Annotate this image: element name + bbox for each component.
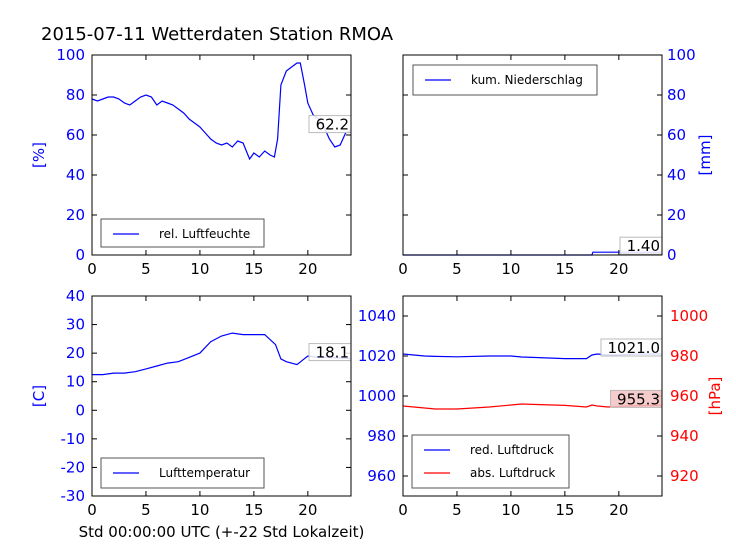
y-tick-label: 20 [66, 206, 85, 224]
x-tick-label: 10 [501, 501, 520, 519]
y-tick-label: 0 [75, 246, 85, 264]
x-tick-label: 5 [141, 501, 151, 519]
legend-box [411, 434, 570, 489]
value-annotation: 955.3 [617, 390, 660, 408]
y-right-tick-label: 920 [670, 467, 699, 485]
x-tick-label: 20 [609, 260, 628, 278]
x-tick-label: 20 [298, 260, 317, 278]
x-tick-label: 20 [609, 501, 628, 519]
x-axis-label: Std 00:00:00 UTC (+-22 Std Lokalzeit) [79, 523, 365, 541]
y-tick-label: 0 [75, 401, 85, 419]
y-tick-label: 40 [66, 166, 85, 184]
x-tick-label: 10 [190, 260, 209, 278]
y-tick-label: -30 [61, 487, 86, 505]
x-tick-label: 20 [298, 501, 317, 519]
x-tick-label: 15 [555, 501, 574, 519]
x-tick-label: 5 [452, 501, 462, 519]
legend-label: kum. Niederschlag [471, 73, 583, 87]
subplot-4: 0 5 10 15 20 960 980 1000 1020 1040 920 940 960 980 10… [358, 295, 724, 519]
y-right-tick-label: 960 [670, 387, 699, 405]
x-tick-label: 15 [244, 501, 263, 519]
y-tick-label: 20 [667, 206, 686, 224]
y-tick-label: 0 [667, 246, 677, 264]
x-tick-label: 10 [190, 501, 209, 519]
legend-label: red. Luftdruck [470, 443, 554, 457]
legend-label: Lufttemperatur [159, 466, 250, 480]
y-tick-label: 1040 [358, 307, 396, 325]
y-tick-label: 80 [667, 86, 686, 104]
value-annotation: 1.40 [627, 237, 660, 255]
axes-frame [91, 54, 352, 256]
x-tick-label: 0 [398, 260, 408, 278]
y-tick-label: 40 [667, 166, 686, 184]
x-tick-label: 0 [87, 501, 97, 519]
y-tick-label: 30 [66, 316, 85, 334]
x-tick-label: 0 [398, 501, 408, 519]
legend-label: rel. Luftfeuchte [159, 227, 250, 241]
x-tick-label: 5 [452, 260, 462, 278]
legend-box [100, 218, 265, 248]
axes-frame [91, 295, 352, 497]
x-tick-label: 5 [141, 260, 151, 278]
y-tick-label: -20 [61, 458, 86, 476]
series-line-lufttemperatur [92, 332, 352, 376]
value-annotation: 1021.0 [608, 339, 661, 357]
y-right-tick-label: 940 [670, 427, 699, 445]
y-tick-label: 80 [66, 86, 85, 104]
x-tick-label: 15 [244, 260, 263, 278]
y-tick-label: 60 [66, 126, 85, 144]
legend-label: abs. Luftdruck [470, 466, 555, 480]
y-tick-label: 60 [667, 126, 686, 144]
y-tick-label: 1000 [358, 387, 396, 405]
axes-frame [402, 54, 663, 256]
y-axis-label: [C] [30, 385, 48, 407]
y-tick-label: 40 [66, 287, 85, 305]
x-tick-label: 10 [501, 260, 520, 278]
y-tick-label: 1020 [358, 347, 396, 365]
y-right-tick-label: 1000 [670, 307, 708, 325]
y-tick-label: 100 [56, 46, 85, 64]
y-tick-label: 980 [367, 427, 396, 445]
y-tick-label: -10 [61, 430, 86, 448]
x-tick-label: 15 [555, 260, 574, 278]
subplot-3: 0 5 10 15 20 -30 -20 -10 0 10 20 30 40 18.1 Lufttemper… [30, 287, 364, 541]
value-annotation: 62.2 [316, 116, 349, 134]
y-tick-label: 100 [667, 46, 696, 64]
chart-title: 2015-07-11 Wetterdaten Station RMOA [41, 24, 394, 45]
series-line-rel-luftfeuchte [91, 62, 352, 161]
y-axis-label: [hPa] [706, 377, 724, 416]
subplot-1: 0 5 10 15 20 0 20 40 60 80 100 62.2 rel. Luftfeuchte… [30, 46, 352, 278]
y-right-tick-label: 980 [670, 347, 699, 365]
axes-frame [402, 295, 663, 497]
y-tick-label: 960 [367, 467, 396, 485]
y-tick-label: 20 [66, 344, 85, 362]
y-axis-label: [%] [30, 142, 48, 168]
y-axis-label: [mm] [696, 135, 714, 176]
x-tick-label: 0 [87, 260, 97, 278]
subplot-2: 0 5 10 15 20 0 20 40 60 80 100 1.40 kum. Niederschla… [398, 46, 714, 278]
value-annotation: 18.1 [316, 344, 349, 362]
y-tick-label: 10 [66, 373, 85, 391]
